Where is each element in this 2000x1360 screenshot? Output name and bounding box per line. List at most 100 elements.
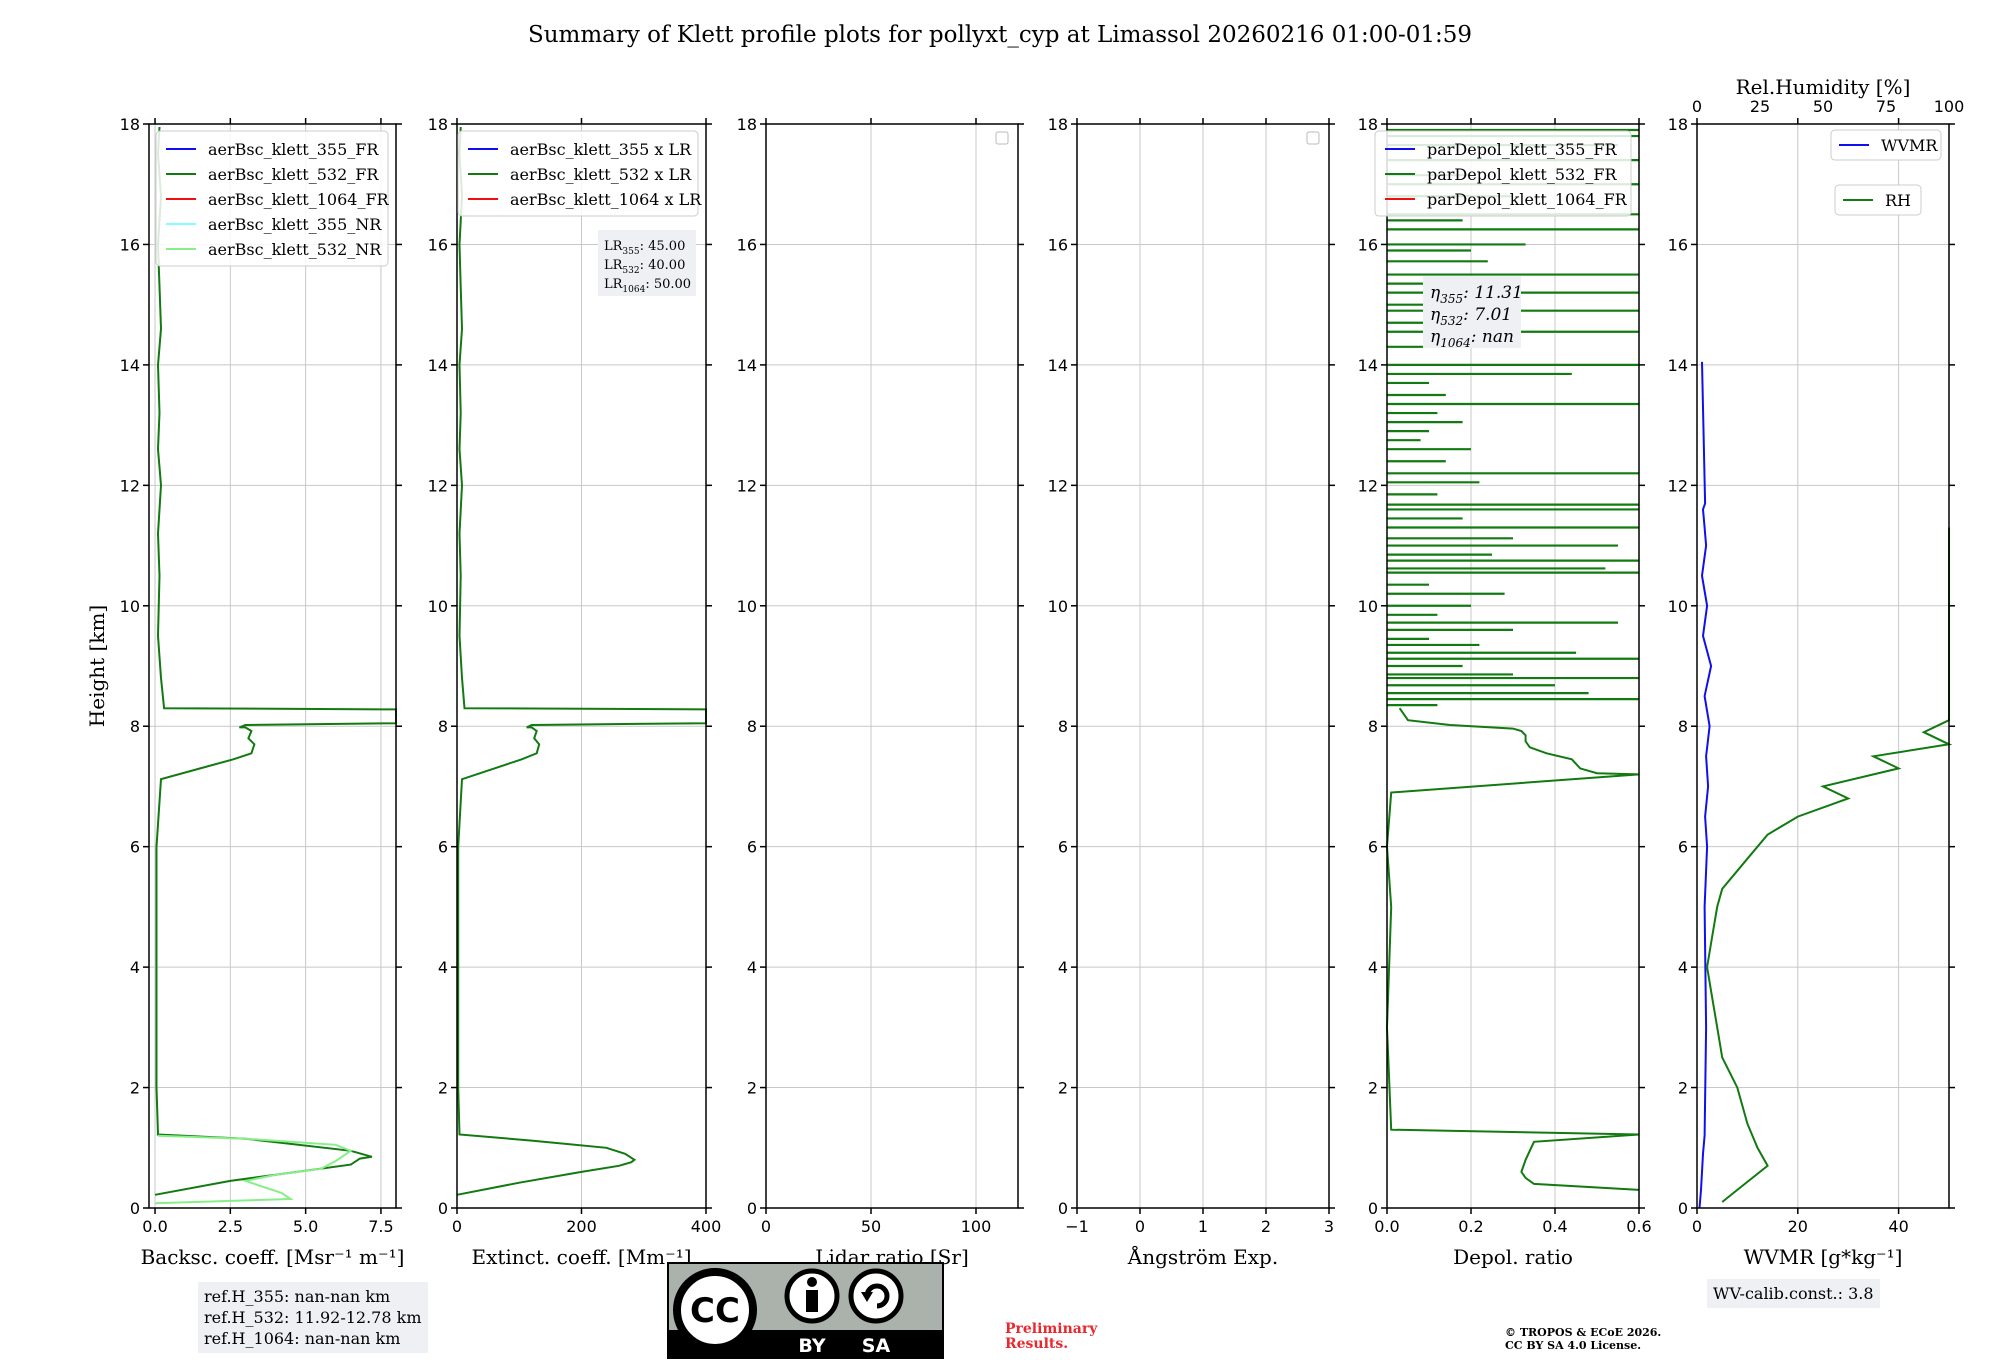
x-axis-label: Backsc. coeff. [Msr⁻¹ m⁻¹] (141, 1245, 405, 1269)
lr-label-532: LR532: 40.00 (604, 258, 685, 276)
series-parDepol_klett_532_FR (1385, 707, 1640, 1191)
lr-label-355: LR355: 45.00 (604, 239, 685, 257)
cc-license-badge: CC BY SA (667, 1262, 944, 1359)
y-tick-label: 4 (1368, 958, 1378, 977)
x-tick-label: 2 (1261, 1217, 1271, 1236)
x2-tick-label: 0 (1692, 97, 1702, 116)
y-tick-label: 4 (747, 958, 757, 977)
x-tick-label: 2.5 (218, 1217, 243, 1236)
y-tick-label: 18 (1668, 115, 1688, 134)
y-tick-label: 12 (737, 476, 757, 495)
x-tick-label: 5.0 (293, 1217, 318, 1236)
x-axis-label: Depol. ratio (1453, 1245, 1573, 1269)
legend-box (457, 130, 699, 217)
y-tick-label: 16 (1048, 235, 1068, 254)
legend-label: aerBsc_klett_1064_FR (208, 190, 390, 209)
axes-frame (765, 123, 1019, 1209)
x-tick-label: 0.6 (1626, 1217, 1651, 1236)
y-tick-label: 18 (1358, 115, 1378, 134)
by-label: BY (798, 1335, 825, 1357)
x-tick-label: 0 (761, 1217, 771, 1236)
legend-label: WVMR (1881, 136, 1938, 155)
y-tick-label: 4 (130, 958, 140, 977)
sa-arrow-icon (864, 1283, 890, 1309)
y-tick-label: 8 (1368, 717, 1378, 736)
y-tick-label: 0 (130, 1199, 140, 1218)
y-tick-label: 10 (1048, 597, 1068, 616)
y-tick-label: 12 (428, 476, 448, 495)
axes-frame (1696, 123, 1950, 1209)
refh-355: ref.H_355: nan-nan km (204, 1287, 391, 1306)
x-tick-label: 0 (1692, 1217, 1702, 1236)
y-tick-label: 18 (737, 115, 757, 134)
x-tick-label: 0.0 (1374, 1217, 1399, 1236)
y-tick-label: 14 (428, 356, 448, 375)
legend-depol: parDepol_klett_355_FR parDepol_klett_532_… (1374, 130, 1632, 217)
x-axis-label: Extinct. coeff. [Mm⁻¹] (471, 1245, 691, 1269)
y-tick-label: 2 (1368, 1079, 1378, 1098)
x-axis-label: WVMR [g*kg⁻¹] (1744, 1245, 1903, 1269)
copyright-note: © TROPOS & ECoE 2026. CC BY SA 4.0 Licen… (1505, 1326, 1661, 1352)
legend-box (155, 130, 389, 267)
panel-backscatter: 0 2 4 6 8 10 12 14 16 18 0.0 2.5 5.0 7.5 Backsc. coeff… (85, 115, 404, 1269)
series-aerBsc_klett_532_FR (154, 126, 397, 1196)
y-tick-label: 10 (428, 597, 448, 616)
y-tick-label: 6 (1368, 838, 1378, 857)
y-tick-label: 12 (120, 476, 140, 495)
by-person-head-icon (807, 1277, 817, 1287)
y-tick-label: 0 (1368, 1199, 1378, 1218)
x-tick-label: 7.5 (368, 1217, 393, 1236)
legend-label: parDepol_klett_532_FR (1427, 165, 1618, 184)
axes-frame (1386, 123, 1640, 1209)
legend-label: aerBsc_klett_355_NR (208, 215, 382, 234)
y-tick-label: 6 (438, 838, 448, 857)
y-tick-label: 4 (1678, 958, 1688, 977)
sa-arrowhead-icon (861, 1292, 873, 1302)
y-tick-label: 0 (438, 1199, 448, 1218)
y-tick-label: 18 (1048, 115, 1068, 134)
x-axis-label: Ångström Exp. (1127, 1244, 1278, 1269)
y-axis-label: Height [km] (85, 605, 109, 727)
y-tick-label: 14 (737, 356, 757, 375)
y-tick-label: 8 (1058, 717, 1068, 736)
y-tick-label: 12 (1358, 476, 1378, 495)
y-tick-label: 6 (747, 838, 757, 857)
x-tick-label: 0 (452, 1217, 462, 1236)
x-tick-label: 3 (1324, 1217, 1334, 1236)
y-tick-label: 8 (438, 717, 448, 736)
x-tick-label: 1 (1198, 1217, 1208, 1236)
preliminary-line-2: Results. (1005, 1336, 1069, 1352)
figure-title: Summary of Klett profile plots for polly… (527, 22, 1473, 48)
y-tick-label: 18 (120, 115, 140, 134)
y-tick-label: 2 (747, 1079, 757, 1098)
y-tick-label: 2 (130, 1079, 140, 1098)
y-tick-label: 4 (1058, 958, 1068, 977)
y-tick-label: 16 (120, 235, 140, 254)
x2-tick-label: 50 (1813, 97, 1833, 116)
axes-frame (148, 123, 397, 1209)
refh-1064: ref.H_1064: nan-nan km (204, 1329, 401, 1348)
y-tick-label: 2 (1678, 1079, 1688, 1098)
cc-logo-text: CC (690, 1291, 740, 1331)
series-RH (1706, 527, 1953, 1203)
x-tick-label: 50 (861, 1217, 881, 1236)
x-tick-label: 0.2 (1458, 1217, 1483, 1236)
sa-label: SA (862, 1335, 891, 1357)
y-tick-label: 4 (438, 958, 448, 977)
legend-backscatter: aerBsc_klett_355_FR aerBsc_klett_532_FRae… (155, 130, 390, 267)
x-tick-label: 100 (961, 1217, 992, 1236)
y-tick-label: 16 (428, 235, 448, 254)
y-tick-label: 16 (1668, 235, 1688, 254)
y-tick-label: 0 (1678, 1199, 1688, 1218)
y-tick-label: 2 (1058, 1079, 1068, 1098)
lr-box (598, 230, 696, 296)
x2-tick-label: 75 (1876, 97, 1896, 116)
preliminary-line-1: Preliminary (1005, 1321, 1098, 1337)
legend-label: aerBsc_klett_355 x LR (510, 140, 692, 159)
x-tick-label: 400 (691, 1217, 722, 1236)
legend-label: parDepol_klett_1064_FR (1427, 190, 1628, 209)
y-tick-label: 6 (130, 838, 140, 857)
legend-label: aerBsc_klett_1064 x LR (510, 190, 702, 209)
